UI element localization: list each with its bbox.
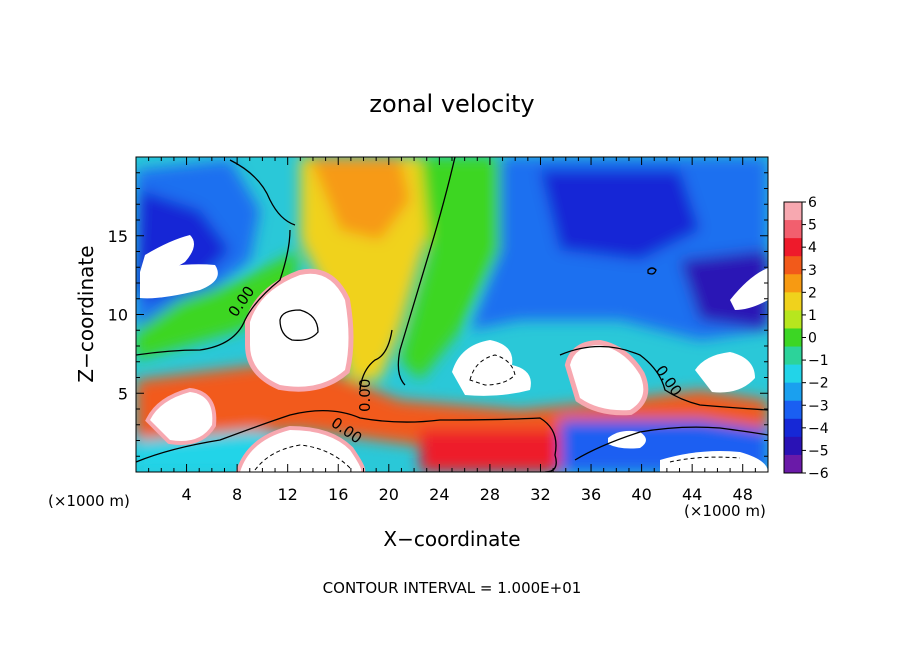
colorbar-swatch (784, 382, 802, 402)
x-tick-label: 40 (631, 485, 651, 504)
colorbar-swatch (784, 310, 802, 329)
colorbar-swatch (784, 292, 802, 311)
x-tick-label: 16 (328, 485, 348, 504)
colorbar-tick-label: 1 (808, 308, 817, 324)
colorbar-tick-label: −5 (808, 443, 829, 459)
dashed-contours (254, 354, 741, 471)
blob-right-top (730, 268, 768, 310)
contour-interval-footer: CONTOUR INTERVAL = 1.000E+01 (323, 579, 582, 597)
x-tick-label: 8 (232, 485, 242, 504)
x-tick-label: 20 (379, 485, 399, 504)
blob-bottom-right (660, 451, 768, 472)
x-tick-label: 24 (429, 485, 449, 504)
x-tick-label: 4 (181, 485, 191, 504)
colorbar-swatch (784, 328, 802, 348)
colorbar-tick-label: 4 (808, 240, 817, 256)
y-tick-label: 5 (118, 384, 128, 403)
x-tick-label: 44 (682, 485, 702, 504)
colorbar: 6 5 4 3 2 1 0 −1 −2 −3 −4 −5 −6 (783, 195, 829, 482)
colorbar-swatch (784, 436, 802, 456)
x-tick-label: 12 (278, 485, 298, 504)
blob-right-edge (695, 352, 755, 393)
blob-left-upper (140, 235, 194, 273)
colorbar-swatch (784, 418, 802, 438)
y-unit-label: (×1000 m) (48, 492, 130, 510)
blob-right-red (564, 339, 649, 416)
x-tick-label: 48 (733, 485, 753, 504)
x-tick-label: 36 (581, 485, 601, 504)
blob-left-mid (140, 264, 218, 299)
blob-central-large (245, 268, 354, 392)
y-axis-label: Z−coordinate (74, 245, 98, 382)
blob-right-low (608, 430, 646, 449)
colorbar-tick-label: −2 (808, 376, 829, 392)
x-unit-label: (×1000 m) (684, 502, 766, 520)
colorbar-swatch (784, 454, 802, 474)
colorbar-tick-label: −4 (808, 421, 829, 437)
colorbar-swatch (784, 256, 802, 275)
y-tick-label: 10 (108, 306, 128, 325)
colorbar-tick-label: 3 (808, 263, 817, 279)
colorbar-tick-label: 6 (808, 195, 817, 211)
blob-center-right (452, 340, 531, 396)
chart-title: zonal velocity (369, 90, 534, 118)
colorbar-swatch (784, 400, 802, 420)
colorbar-tick-label: 2 (808, 285, 817, 301)
heatmap-field (136, 157, 768, 472)
colorbar-swatch (784, 274, 802, 293)
x-axis-label: X−coordinate (383, 527, 520, 551)
colorbar-swatch (784, 346, 802, 366)
y-tick-label: 15 (108, 227, 128, 246)
x-tick-label: 28 (480, 485, 500, 504)
blob-bottom-center (235, 425, 366, 472)
colorbar-swatch (784, 364, 802, 384)
colorbar-tick-label: −3 (808, 398, 829, 414)
colorbar-swatch (784, 220, 802, 239)
x-tick-label: 32 (530, 485, 550, 504)
contour-lines (136, 157, 768, 472)
colorbar-tick-label: 0 (808, 331, 817, 347)
blob-left-low (145, 387, 217, 445)
colorbar-tick-label: −6 (808, 466, 829, 482)
colorbar-swatch (784, 238, 802, 257)
colorbar-tick-label: 5 (808, 218, 817, 234)
contour-label: 0.00 (356, 379, 374, 412)
colorbar-swatch (784, 202, 802, 221)
colorbar-tick-label: −1 (808, 353, 829, 369)
